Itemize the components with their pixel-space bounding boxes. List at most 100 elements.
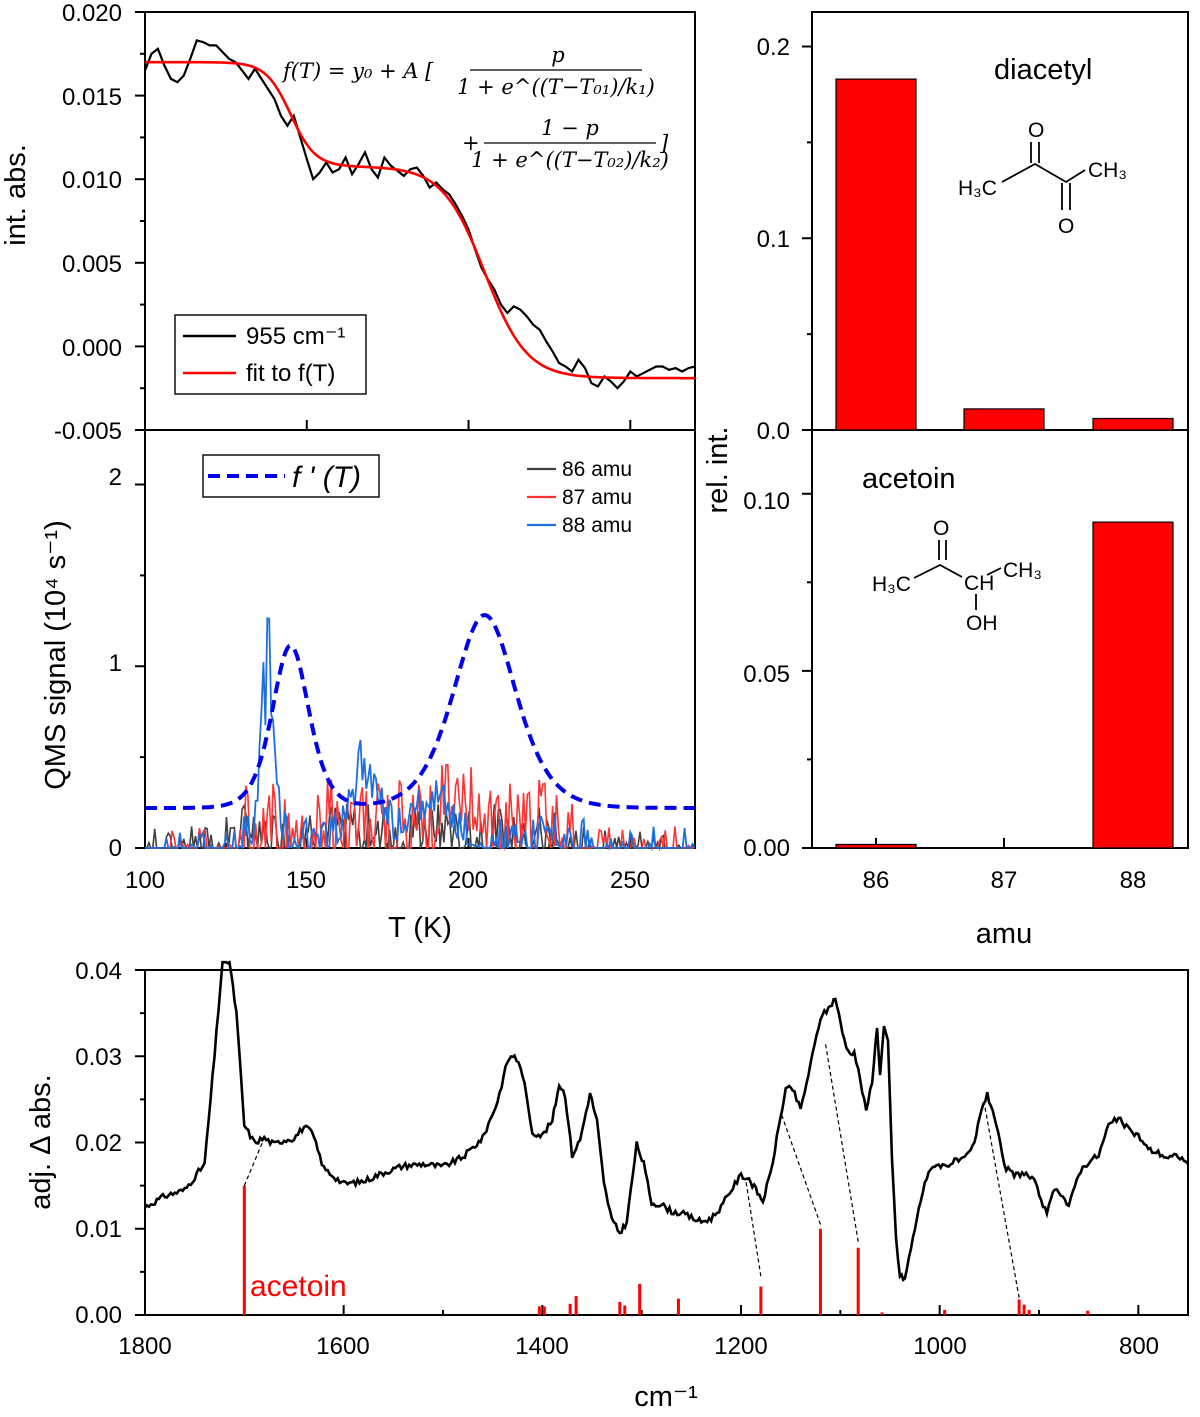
panel-d-frame xyxy=(144,969,1189,1316)
panel-d-guides xyxy=(243,1043,1020,1298)
panel-d-xtick: 1400 xyxy=(515,1333,568,1360)
panel-d-xtick: 1200 xyxy=(714,1333,767,1360)
panel-a-ytick: 0.020 xyxy=(62,0,122,27)
assignment-guide xyxy=(983,1103,1020,1298)
panel-a: 0.020 0.015 0.010 0.005 0.000 -0.005 int… xyxy=(0,0,696,445)
panel-a-ytick: 0.000 xyxy=(62,335,122,362)
diacetyl-label: diacetyl xyxy=(994,54,1092,86)
panel-b: 2 1 0 100 150 200 250 T (K) QMS signal (… xyxy=(40,429,696,944)
derivative-legend-label: f ' (T) xyxy=(292,461,361,494)
formula-line1: f(T) = y₀ + A [ xyxy=(281,59,434,83)
acetoin-h3c: H₃C xyxy=(872,573,911,596)
spectrum-line xyxy=(144,960,1189,1283)
panel-c-xtick: 88 xyxy=(1120,867,1147,894)
panel-a-legend: 955 cm⁻¹ fit to f(T) xyxy=(174,314,367,395)
formula-frac2-denominator: 1 + e^((T−T₀₂)/k₂) xyxy=(471,148,669,172)
panel-c-bottom-ytick: 0.10 xyxy=(743,488,790,515)
derivative-line xyxy=(145,613,695,810)
panel-b-ylabel: QMS signal (10⁴ s⁻¹) xyxy=(40,520,72,790)
assignment-guide xyxy=(243,1137,265,1186)
derivative-legend-box xyxy=(202,454,380,498)
diacetyl-o-bottom: O xyxy=(1058,215,1074,238)
panel-d-xtick: 1800 xyxy=(118,1333,171,1360)
panel-c-top-ytick: 0.1 xyxy=(757,226,790,253)
acetoin-ch: CH xyxy=(964,572,994,595)
panel-a-ticks xyxy=(135,11,632,431)
panel-c-ylabel: rel. int. xyxy=(702,426,734,513)
bar-diacetyl-86 xyxy=(835,78,917,431)
panel-a-ytick: 0.005 xyxy=(62,251,122,278)
panel-d-ytick: 0.00 xyxy=(75,1302,122,1329)
panel-b-ytick: 1 xyxy=(109,650,122,677)
panel-c-xtick: 87 xyxy=(991,867,1018,894)
legend-measured-label: 955 cm⁻¹ xyxy=(246,323,345,350)
formula-plus: + xyxy=(462,131,480,155)
acetoin-structure: H₃C O CH CH₃ OH xyxy=(872,517,1042,635)
panel-b-derivative-legend: f ' (T) xyxy=(202,454,380,498)
panel-d-xlabel: cm⁻¹ xyxy=(634,1381,698,1413)
panel-b-traces xyxy=(145,613,696,852)
panel-a-ytick: 0.015 xyxy=(62,84,122,111)
panel-c-bottom-ytick: 0.00 xyxy=(743,835,790,862)
panel-c-bars xyxy=(835,78,1174,849)
panel-d-xtick: 1600 xyxy=(316,1333,369,1360)
panel-b-xlabel: T (K) xyxy=(388,912,452,944)
panel-d-ytick: 0.01 xyxy=(75,1216,122,1243)
panel-c-ticks xyxy=(802,45,1134,849)
diacetyl-h3c: H₃C xyxy=(958,177,997,200)
panel-c-xtick: 86 xyxy=(863,867,890,894)
panel-d-sticks xyxy=(242,1185,1090,1315)
panel-c-bottom-ytick: 0.05 xyxy=(743,661,790,688)
diacetyl-bonds xyxy=(1001,142,1086,210)
panel-c-top-ytick: 0.2 xyxy=(757,34,790,61)
bar-diacetyl-87 xyxy=(963,408,1045,431)
acetoin-o: O xyxy=(933,517,949,540)
panel-a-fit-line xyxy=(145,60,695,380)
panel-d-xtick: 1000 xyxy=(913,1333,966,1360)
bar-acetoin-88 xyxy=(1092,521,1174,849)
panel-c-top-ytick: 0.0 xyxy=(757,418,790,445)
panel-b-qms-legend: 86 amu 87 amu 88 amu xyxy=(527,458,632,537)
diacetyl-structure: H₃C O O CH₃ xyxy=(958,119,1127,238)
acetoin-oh: OH xyxy=(966,612,998,635)
panel-d-xtick: 800 xyxy=(1119,1333,1159,1360)
formula-frac1-denominator: 1 + e^((T−T₀₁)/k₁) xyxy=(457,75,655,99)
acetoin-ch3: CH₃ xyxy=(1003,559,1042,582)
legend-fit-label: fit to f(T) xyxy=(246,360,335,387)
panel-a-ylabel: int. abs. xyxy=(0,144,32,246)
formula-close-bracket: ] xyxy=(659,131,669,155)
acetoin-label: acetoin xyxy=(862,463,956,495)
panel-a-ytick: -0.005 xyxy=(54,418,122,445)
panel-a-ytick: 0.010 xyxy=(62,167,122,194)
bar-diacetyl-88 xyxy=(1092,417,1174,431)
diacetyl-ch3: CH₃ xyxy=(1088,159,1127,182)
diacetyl-o-top: O xyxy=(1028,119,1044,142)
legend-87-label: 87 amu xyxy=(562,486,632,509)
panel-c: 0.2 0.1 0.0 0.10 0.05 0.00 86 87 88 amu … xyxy=(702,11,1189,950)
legend-88-label: 88 amu xyxy=(562,514,632,537)
panel-d-ytick: 0.02 xyxy=(75,1130,122,1157)
formula-frac2-numerator: 1 − p xyxy=(541,116,599,140)
bar-acetoin-86 xyxy=(835,843,917,849)
stick-label: acetoin xyxy=(250,1270,347,1303)
panel-b-ytick: 2 xyxy=(109,464,122,491)
formula-frac1-numerator: p xyxy=(551,43,564,67)
assignment-guide xyxy=(780,1112,822,1225)
fit-formula: f(T) = y₀ + A [ p 1 + e^((T−T₀₁)/k₁) + 1… xyxy=(281,43,669,172)
panel-b-xtick: 100 xyxy=(125,867,165,894)
assignment-guide xyxy=(745,1181,762,1277)
panel-b-xtick: 250 xyxy=(610,867,650,894)
acetoin-bonds xyxy=(913,540,1002,610)
panel-b-xtick: 150 xyxy=(286,867,326,894)
qms-88-line xyxy=(145,617,696,852)
legend-86-label: 86 amu xyxy=(562,458,632,481)
panel-d-ytick: 0.04 xyxy=(75,958,122,985)
panel-c-xlabel: amu xyxy=(976,918,1032,950)
panel-d-ytick: 0.03 xyxy=(75,1044,122,1071)
panel-d: 0.04 0.03 0.02 0.01 0.00 1800 1600 1400 … xyxy=(25,958,1189,1413)
panel-a-legend-box xyxy=(174,314,367,395)
panel-b-ytick: 0 xyxy=(109,835,122,862)
panel-d-ylabel: adj. Δ abs. xyxy=(25,1074,57,1209)
assignment-guide xyxy=(824,1043,859,1242)
